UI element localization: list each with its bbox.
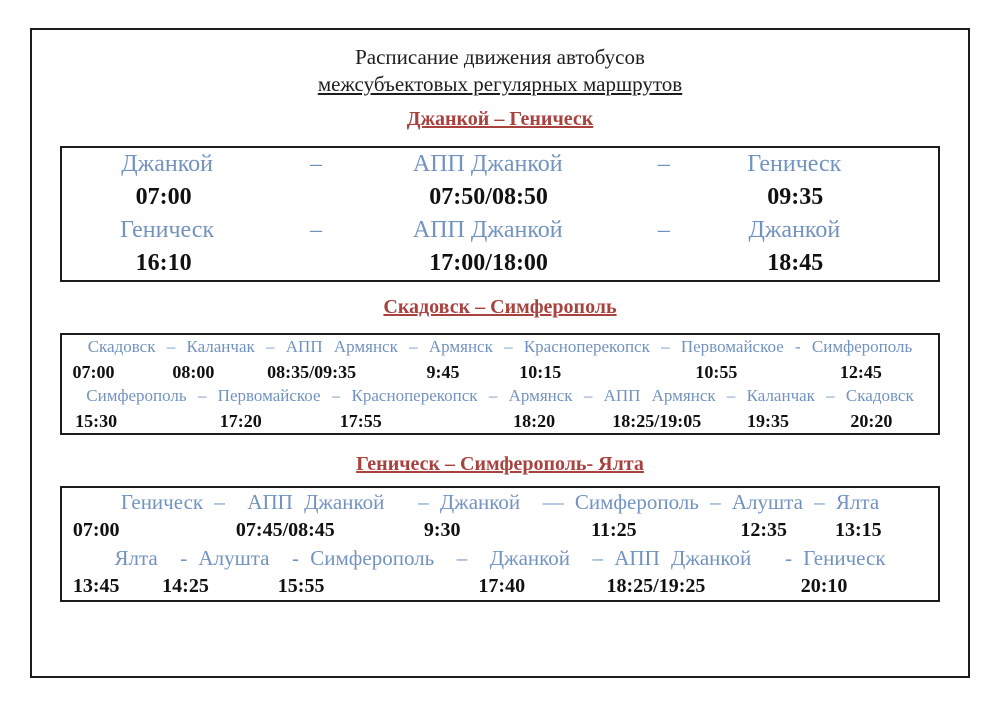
schedule-table-dzhankoy-genichesk: Джанкой – АПП Джанкой – Геническ 07:00 0…	[60, 146, 940, 282]
page-title: Расписание движения автобусов	[355, 45, 645, 69]
stop-time: 10:55	[695, 361, 738, 382]
arrival-time: 18:45	[767, 250, 824, 276]
stop-time: 18:20	[513, 410, 556, 431]
schedule-table-genichesk-simferopol-yalta: Геническ – АПП Джанкой – Джанкой — Симфе…	[60, 486, 940, 602]
stop-time: 15:55	[277, 575, 325, 597]
transfer-time: 17:00/18:00	[429, 250, 548, 276]
station-name: Геническ	[120, 217, 215, 243]
stations-line: Симферополь – Первомайское – Красноперек…	[86, 386, 914, 405]
stop-time: 13:45	[72, 575, 120, 597]
page-subtitle: межсубъектовых регулярных маршрутов	[317, 72, 683, 96]
stop-time: 17:40	[478, 575, 526, 597]
stop-time: 17:55	[339, 410, 382, 431]
route-dash: –	[657, 217, 670, 243]
stations-line: Геническ – АПП Джанкой – Джанкой — Симфе…	[120, 490, 880, 514]
station-name: Джанкой	[121, 151, 213, 177]
stop-time: 15:30	[75, 410, 118, 431]
departure-time: 16:10	[135, 250, 192, 276]
stop-time: 18:25/19:05	[612, 410, 702, 431]
stations-row: Джанкой – АПП Джанкой – Геническ	[62, 148, 938, 181]
stop-time: 13:15	[834, 519, 882, 541]
times-row: 07:00 07:45/08:45 9:30 11:25 12:35 13:15	[62, 516, 938, 544]
times-row: 15:30 17:20 17:55 18:20 18:25/19:05 19:3…	[62, 409, 938, 434]
stop-time: 20:20	[850, 410, 893, 431]
station-name: Геническ	[747, 151, 842, 177]
stop-time: 08:00	[172, 361, 215, 382]
route-heading-skadovsk-simferopol: Скадовск – Симферополь	[383, 296, 617, 318]
transfer-time: 07:50/08:50	[429, 184, 548, 210]
station-name: АПП Джанкой	[412, 217, 563, 243]
stop-time: 9:45	[426, 361, 460, 382]
stop-time: 07:00	[72, 519, 120, 541]
route-heading-dzhankoy-genichesk: Джанкой – Геническ	[406, 108, 594, 130]
times-row: 07:00 08:00 08:35/09:35 9:45 10:15 10:55…	[62, 360, 938, 385]
stop-time: 07:45/08:45	[235, 519, 335, 541]
arrival-time: 09:35	[767, 184, 824, 210]
stations-line: Скадовск – Каланчак – АПП Армянск – Армя…	[87, 337, 913, 356]
stations-row: Скадовск – Каланчак – АПП Армянск – Армя…	[62, 335, 938, 360]
route-dash: –	[310, 151, 323, 177]
route-dash: –	[657, 151, 670, 177]
station-name: Джанкой	[748, 217, 841, 243]
stop-time: 12:35	[740, 519, 788, 541]
stop-time: 12:45	[839, 361, 882, 382]
stop-time: 17:20	[219, 410, 262, 431]
stations-row: Симферополь – Первомайское – Красноперек…	[62, 384, 938, 409]
schedule-table-skadovsk-simferopol: Скадовск – Каланчак – АПП Армянск – Армя…	[60, 333, 940, 435]
times-row: 16:10 17:00/18:00 18:45	[62, 247, 938, 280]
route-dash: –	[310, 217, 323, 243]
stations-row: Ялта - Алушта - Симферополь – Джанкой – …	[62, 544, 938, 572]
stop-time: 9:30	[423, 519, 461, 541]
stop-time: 10:15	[519, 361, 562, 382]
stop-time: 11:25	[591, 519, 637, 541]
stop-time: 14:25	[162, 575, 209, 597]
stop-time: 19:35	[747, 410, 790, 431]
stop-time: 07:00	[72, 361, 115, 382]
stop-time: 18:25/19:25	[606, 575, 706, 597]
times-row: 13:45 14:25 15:55 17:40 18:25/19:25 20:1…	[62, 572, 938, 600]
stop-time: 08:35/09:35	[267, 361, 357, 382]
stop-time: 20:10	[800, 575, 848, 597]
stations-row: Геническ – АПП Джанкой – Джанкой	[62, 214, 938, 247]
stations-row: Геническ – АПП Джанкой – Джанкой — Симфе…	[62, 488, 938, 516]
document-border-frame: Расписание движения автобусов межсубъект…	[30, 28, 970, 678]
station-name: АПП Джанкой	[412, 151, 563, 177]
route-heading-genichesk-simferopol-yalta: Геническ – Симферополь- Ялта	[356, 453, 644, 475]
stations-line: Ялта - Алушта - Симферополь – Джанкой – …	[114, 546, 886, 570]
departure-time: 07:00	[135, 184, 192, 210]
times-row: 07:00 07:50/08:50 09:35	[62, 181, 938, 214]
